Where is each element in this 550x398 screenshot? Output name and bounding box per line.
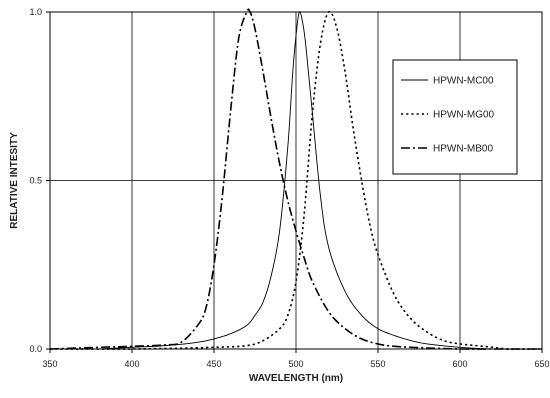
x-tick-label: 650: [534, 359, 549, 369]
x-tick-label: 550: [370, 359, 385, 369]
legend-label-hpwn-mg00: HPWN-MG00: [433, 110, 495, 121]
y-axis-ticks: 0.0 0.5 1.0: [29, 7, 50, 354]
x-tick-label: 350: [42, 359, 57, 369]
x-axis-ticks: 350 400 450 500 550 600 650: [42, 349, 550, 369]
legend: HPWN-MC00 HPWN-MG00 HPWN-MB00: [392, 59, 518, 175]
series-line-hpwn-mc00: [99, 11, 543, 350]
x-tick-label: 500: [288, 359, 303, 369]
legend-label-hpwn-mb00: HPWN-MB00: [433, 144, 493, 155]
y-tick-label: 0.0: [29, 344, 42, 354]
legend-box: [392, 59, 518, 175]
legend-label-hpwn-mc00: HPWN-MC00: [433, 76, 494, 87]
x-tick-label: 400: [124, 359, 139, 369]
y-tick-label: 0.5: [29, 176, 42, 186]
grid: [50, 12, 542, 349]
x-tick-label: 600: [452, 359, 467, 369]
x-tick-label: 450: [206, 359, 221, 369]
x-axis-label: WAVELENGTH (nm): [249, 373, 343, 384]
y-tick-label: 1.0: [29, 7, 42, 17]
series-line-hpwn-mb00: [49, 8, 542, 350]
series-line-hpwn-mg00: [49, 10, 543, 350]
y-axis-label: RELATIVE INTESITY: [9, 132, 20, 229]
series-lines: [49, 8, 543, 350]
